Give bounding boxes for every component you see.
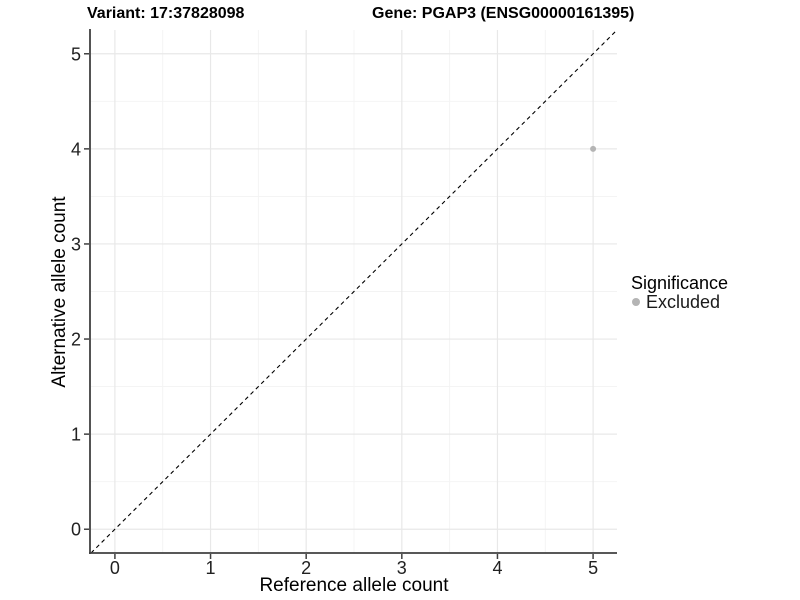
legend-marker-circle-icon	[632, 298, 640, 306]
plot-title-variant: Variant: 17:37828098	[87, 5, 245, 22]
y-tick-label: 0	[71, 520, 81, 540]
identity-line	[90, 29, 618, 554]
x-tick-label: 1	[206, 558, 216, 578]
plot-title-gene: Gene: PGAP3 (ENSG00000161395)	[372, 5, 635, 22]
x-tick-label: 2	[301, 558, 311, 578]
y-axis-title: Alternative allele count	[49, 196, 70, 388]
data-point	[590, 145, 597, 152]
legend: Significance Excluded	[631, 273, 728, 312]
x-tick-label: 4	[492, 558, 502, 578]
x-tick-label: 3	[397, 558, 407, 578]
legend-item-excluded: Excluded	[632, 292, 728, 312]
y-tick-label: 1	[71, 425, 81, 445]
x-tick-label: 0	[110, 558, 120, 578]
y-tick-label: 4	[71, 139, 81, 159]
legend-item-label: Excluded	[646, 291, 721, 312]
x-axis-title: Reference allele count	[259, 575, 449, 596]
x-tick-label: 5	[588, 558, 598, 578]
y-tick-label: 2	[71, 330, 81, 350]
y-tick-label: 3	[71, 234, 81, 254]
legend-title: Significance	[631, 273, 729, 293]
y-tick-label: 5	[71, 44, 81, 64]
